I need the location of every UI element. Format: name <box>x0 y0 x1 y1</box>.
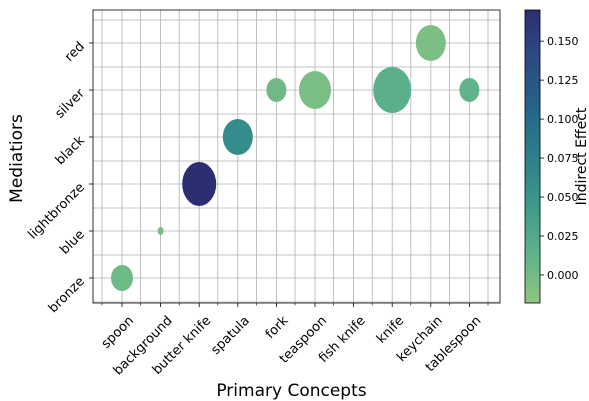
x-tick-label: knife <box>374 313 407 346</box>
colorbar-tick-label: 0.125 <box>547 74 579 87</box>
colorbar-tick-label: 0.025 <box>547 230 579 243</box>
colorbar-tick-label: 0.000 <box>547 269 579 282</box>
y-tick-label: black <box>53 133 88 168</box>
colorbar-tick-label: 0.050 <box>547 191 579 204</box>
bubble-spoon-bronze <box>111 265 133 291</box>
colorbar-tick-label: 0.150 <box>547 35 579 48</box>
bubble-butter-knife-lightbronze <box>182 162 217 206</box>
bubble-fish-knife-silver <box>353 89 355 91</box>
y-tick-label: red <box>62 39 88 65</box>
colorbar-tick-label: 0.100 <box>547 113 579 126</box>
y-axis-title: Mediatiors <box>7 114 27 203</box>
bubble-knife-silver <box>373 67 412 113</box>
y-tick-label: blue <box>57 227 87 257</box>
y-tick-label: bronze <box>46 274 88 316</box>
bubble-keychain-red <box>415 25 446 61</box>
x-axis-title: Primary Concepts <box>216 381 366 401</box>
axis-ticks <box>89 42 489 307</box>
bubbles <box>111 25 480 291</box>
bubble-teaspoon-silver <box>299 71 331 109</box>
y-tick-label: silver <box>52 86 88 122</box>
bubble-background-blue <box>157 227 164 235</box>
bubble-spatula-black <box>222 119 253 155</box>
colorbar-tick-label: 0.075 <box>547 152 579 165</box>
plot-area-frame <box>92 9 501 304</box>
bubble-fork-silver <box>266 78 287 102</box>
x-tick-label: fork <box>263 313 292 342</box>
bubble-tablespoon-silver <box>459 78 480 102</box>
colorbar-ticks: 0.000 0.025 0.050 0.075 0.100 0.125 0.150 <box>540 35 579 282</box>
grid-lines <box>93 10 500 303</box>
colorbar-title: Indirect Effect <box>574 107 589 205</box>
colorbar <box>524 9 541 304</box>
x-tick-label: spatula <box>208 313 252 357</box>
